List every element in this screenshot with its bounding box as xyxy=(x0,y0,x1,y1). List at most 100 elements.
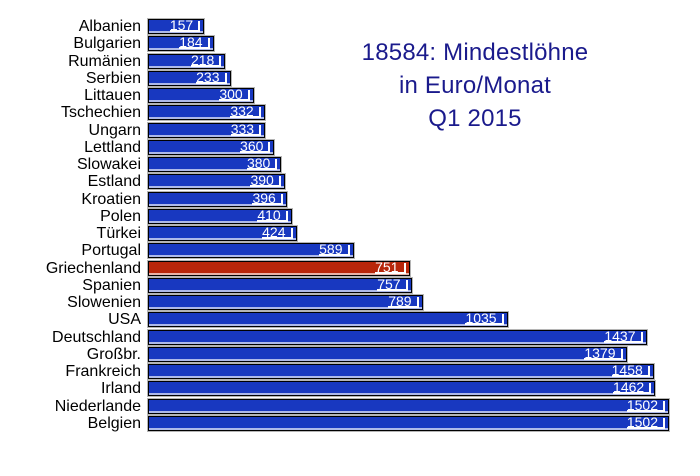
country-label: Niederlande xyxy=(54,397,141,415)
value-label: 1458 xyxy=(611,362,650,379)
bar-track: 1437 xyxy=(147,328,700,346)
value-bar: 390 xyxy=(147,172,286,191)
value-bar: 410 xyxy=(147,207,293,225)
value-text: 380 xyxy=(246,155,271,172)
bar-row: Niederlande 1502 xyxy=(0,397,700,415)
value-underline-tick xyxy=(220,72,227,82)
bar-row: Türkei 424 xyxy=(0,225,700,243)
value-bar: 424 xyxy=(147,225,298,243)
value-bar: 1462 xyxy=(146,380,657,398)
bar-track: 380 xyxy=(146,155,700,174)
value-text: 390 xyxy=(250,172,274,189)
country-label: Lettland xyxy=(84,138,141,156)
country-label: Albanien xyxy=(78,18,141,36)
bar-row: Slowakei 380 xyxy=(0,155,700,174)
country-label: Slowenien xyxy=(67,294,141,312)
bar-row: Serbien 233 xyxy=(0,69,700,87)
value-label: 757 xyxy=(377,275,408,292)
value-text: 396 xyxy=(252,189,276,206)
country-label: Türkei xyxy=(96,225,141,243)
value-underline-tick xyxy=(643,366,650,376)
bar-track: 390 xyxy=(147,172,700,191)
bar-row: Littauen 300 xyxy=(0,87,700,105)
bar-track: 424 xyxy=(147,225,700,243)
value-label: 410 xyxy=(257,208,288,222)
value-text: 751 xyxy=(375,258,399,275)
value-underline-tick xyxy=(286,228,293,238)
value-label: 1502 xyxy=(626,413,665,430)
chart-title: 18584: Mindestlöhne in Euro/Monat Q1 201… xyxy=(318,36,632,135)
country-label: Großbr. xyxy=(86,345,141,363)
bar-row: Belgien 1502 xyxy=(0,413,700,432)
value-text: 1458 xyxy=(611,362,643,379)
bar-row: Portugal 589 xyxy=(0,242,700,260)
bar-track: 184 xyxy=(147,35,700,53)
country-label: USA xyxy=(108,311,141,329)
bar-row: Polen 410 xyxy=(0,207,700,225)
chart-title-line-3: Q1 2015 xyxy=(428,105,522,132)
bar-row: Kroatien 396 xyxy=(0,189,700,208)
value-text: 1035 xyxy=(465,310,497,327)
value-text: 757 xyxy=(377,275,401,292)
country-label: Frankreich xyxy=(65,363,141,381)
value-bar: 1502 xyxy=(147,397,670,415)
bar-track: 1035 xyxy=(147,310,700,329)
value-label: 380 xyxy=(246,155,278,172)
value-underline-tick xyxy=(263,141,271,151)
bar-row: Rumänien 218 xyxy=(0,51,700,70)
value-text: 218 xyxy=(190,51,215,68)
value-underline-tick xyxy=(497,314,504,324)
value-label: 333 xyxy=(230,122,262,136)
bar-row: Estland 390 xyxy=(0,172,700,191)
value-label: 1462 xyxy=(613,380,652,395)
bar-track: 332 xyxy=(147,103,700,122)
bar-row: USA 1035 xyxy=(0,310,700,329)
value-label: 789 xyxy=(388,294,419,309)
bar-row: Bulgarien 184 xyxy=(0,35,700,53)
value-label: 396 xyxy=(252,189,283,206)
bar-track: 1458 xyxy=(147,362,700,381)
bar-row: Tschechien 332 xyxy=(0,103,700,122)
value-bar: 396 xyxy=(147,189,288,208)
bar-track: 410 xyxy=(147,207,700,225)
bar-track: 1379 xyxy=(147,344,700,363)
value-label: 1035 xyxy=(465,310,504,327)
bar-track: 589 xyxy=(147,242,700,260)
value-text: 1502 xyxy=(626,413,658,430)
value-bar: 380 xyxy=(146,155,283,174)
country-label: Slowakei xyxy=(76,156,141,174)
value-bar: 332 xyxy=(147,103,266,122)
value-text: 1379 xyxy=(584,344,616,361)
value-underline-tick xyxy=(401,279,408,289)
bar-track: 300 xyxy=(147,87,700,105)
value-underline-tick xyxy=(214,55,222,65)
bar-row: Slowenien 789 xyxy=(0,294,700,312)
value-bar: 1437 xyxy=(147,328,648,346)
country-label: Littauen xyxy=(84,87,141,105)
value-text: 157 xyxy=(169,17,194,34)
value-underline-tick xyxy=(254,107,261,117)
value-underline-tick xyxy=(658,400,665,410)
value-underline-tick xyxy=(270,159,278,169)
country-label: Deutschland xyxy=(52,328,141,346)
value-bar: 757 xyxy=(147,275,413,294)
value-underline-tick xyxy=(616,348,623,358)
value-underline-tick xyxy=(254,124,262,134)
value-label: 424 xyxy=(262,225,293,240)
bar-row: Großbr. 1379 xyxy=(0,344,700,363)
value-bar: 589 xyxy=(147,242,355,260)
bar-track: 751 xyxy=(147,258,700,277)
country-label: Rumänien xyxy=(68,52,141,70)
country-label: Griechenland xyxy=(45,259,141,277)
value-underline-tick xyxy=(193,21,201,31)
chart-title-line-2: in Euro/Monat xyxy=(398,72,551,99)
value-label: 1437 xyxy=(604,329,643,343)
value-text: 332 xyxy=(230,103,254,120)
value-underline-tick xyxy=(343,245,350,255)
value-text: 360 xyxy=(240,137,264,154)
value-underline-tick xyxy=(658,417,665,427)
bar-track: 157 xyxy=(146,17,700,36)
value-bar: 333 xyxy=(146,121,267,139)
bar-track: 333 xyxy=(146,121,700,139)
